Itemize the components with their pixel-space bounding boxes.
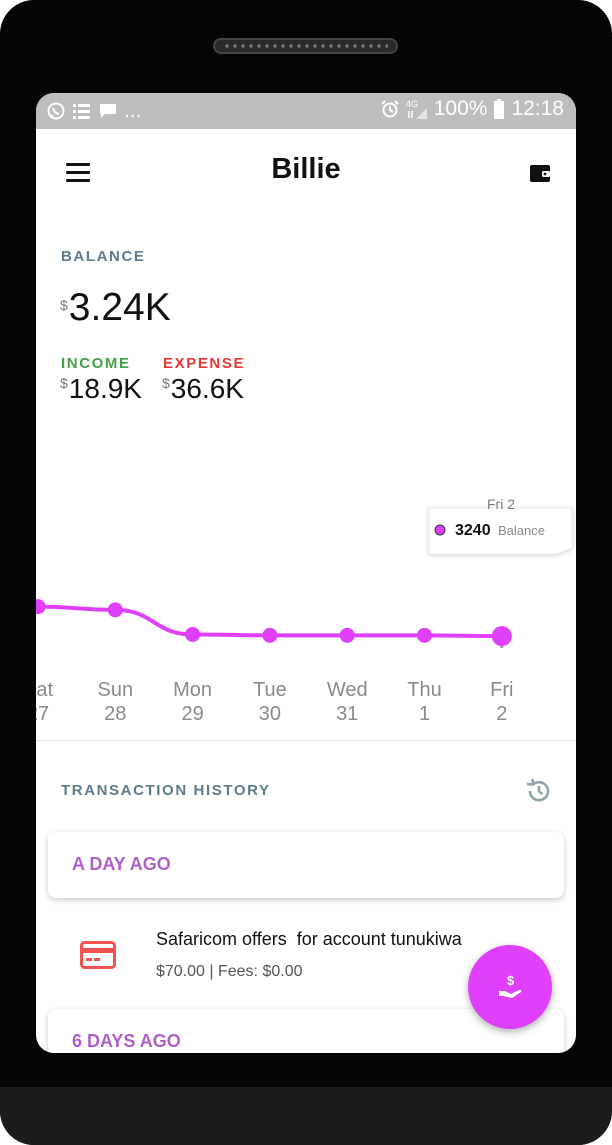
history-button[interactable] <box>525 777 553 805</box>
network-type-text: 4G <box>406 99 418 109</box>
expense-value: $36.6K <box>162 373 244 405</box>
phone-bottom-bezel <box>0 1087 612 1145</box>
group-title: A DAY AGO <box>72 854 171 874</box>
x-tick-day: Sat <box>36 679 53 701</box>
wallet-button[interactable] <box>528 161 552 185</box>
expense-label: EXPENSE <box>163 355 246 372</box>
x-tick-date: 29 <box>181 703 203 725</box>
tooltip-label: Balance <box>498 523 545 538</box>
history-icon <box>526 778 550 802</box>
currency-symbol: $ <box>162 375 170 391</box>
balance-amount: 3.24K <box>68 286 171 329</box>
data-point <box>339 627 355 643</box>
credit-card-icon <box>80 941 116 969</box>
more-notifications-text: ... <box>124 99 142 122</box>
x-tick-date: 27 <box>36 703 49 725</box>
income-label: INCOME <box>61 355 131 372</box>
menu-icon <box>66 163 90 166</box>
list-notification-icon <box>73 104 90 119</box>
group-header-a-day-ago: A DAY AGO <box>48 832 564 898</box>
wallet-icon <box>530 165 550 182</box>
menu-button[interactable] <box>66 163 90 185</box>
x-tick-date: 2 <box>496 703 507 725</box>
x-tick-day: Wed <box>327 679 368 701</box>
chat-icon <box>100 104 116 118</box>
transaction-history-title: TRANSACTION HISTORY <box>61 782 271 799</box>
data-point <box>185 627 201 642</box>
network-4g-icon: 4G <box>406 99 427 119</box>
status-bar: ... 4G 100% 12:18 <box>36 93 576 129</box>
battery-percent: 100% <box>433 97 488 120</box>
transaction-title: Safaricom offers for account tunukiwa <box>156 929 462 949</box>
app-title: Billie <box>271 153 341 185</box>
phone-speaker <box>213 38 398 54</box>
data-point <box>107 602 123 618</box>
currency-symbol: $ <box>60 297 68 313</box>
divider <box>36 740 576 741</box>
svg-text:$: $ <box>507 973 515 988</box>
x-tick-day: Sun <box>98 679 134 701</box>
add-transaction-fab[interactable]: $ <box>468 945 552 1029</box>
balance-value: $3.24K <box>60 286 171 330</box>
data-point <box>417 627 432 643</box>
tooltip-value: 3240 <box>455 522 491 539</box>
data-point <box>262 627 278 643</box>
alarm-icon <box>381 100 399 118</box>
expense-amount: 36.6K <box>170 373 244 404</box>
data-point <box>36 599 46 615</box>
hand-dollar-icon: $ <box>499 973 522 998</box>
battery-icon <box>494 99 505 119</box>
income-amount: 18.9K <box>68 373 142 404</box>
currency-symbol: $ <box>60 375 68 391</box>
x-tick-day: Tue <box>253 679 287 701</box>
x-tick-date: 1 <box>419 703 430 725</box>
x-tick-date: 28 <box>104 703 126 725</box>
x-tick-day: Fri <box>490 679 513 701</box>
clock-time: 12:18 <box>511 97 564 120</box>
income-value: $18.9K <box>60 373 142 405</box>
balance-label: BALANCE <box>61 248 146 265</box>
group-header-6-days-ago: 6 DAYS AGO <box>48 1009 564 1053</box>
tooltip-date: Fri 2 <box>487 496 515 512</box>
x-tick-date: 31 <box>336 703 358 725</box>
app-screen: ... 4G 100% 12:18 <box>36 93 576 1053</box>
whatsapp-icon <box>47 102 65 120</box>
app-bar: Billie <box>36 129 576 213</box>
transaction-detail: $70.00 | Fees: $0.00 <box>156 963 303 980</box>
x-tick-day: Mon <box>173 679 212 701</box>
chart-tooltip <box>428 507 573 555</box>
x-tick-date: 30 <box>259 703 281 725</box>
x-tick-day: Thu <box>407 679 441 701</box>
transaction-row[interactable]: Safaricom offers for account tunukiwa $7… <box>36 911 576 1001</box>
data-point <box>491 626 512 647</box>
group-title: 6 DAYS AGO <box>72 1031 181 1051</box>
tooltip-series-dot <box>434 524 446 536</box>
